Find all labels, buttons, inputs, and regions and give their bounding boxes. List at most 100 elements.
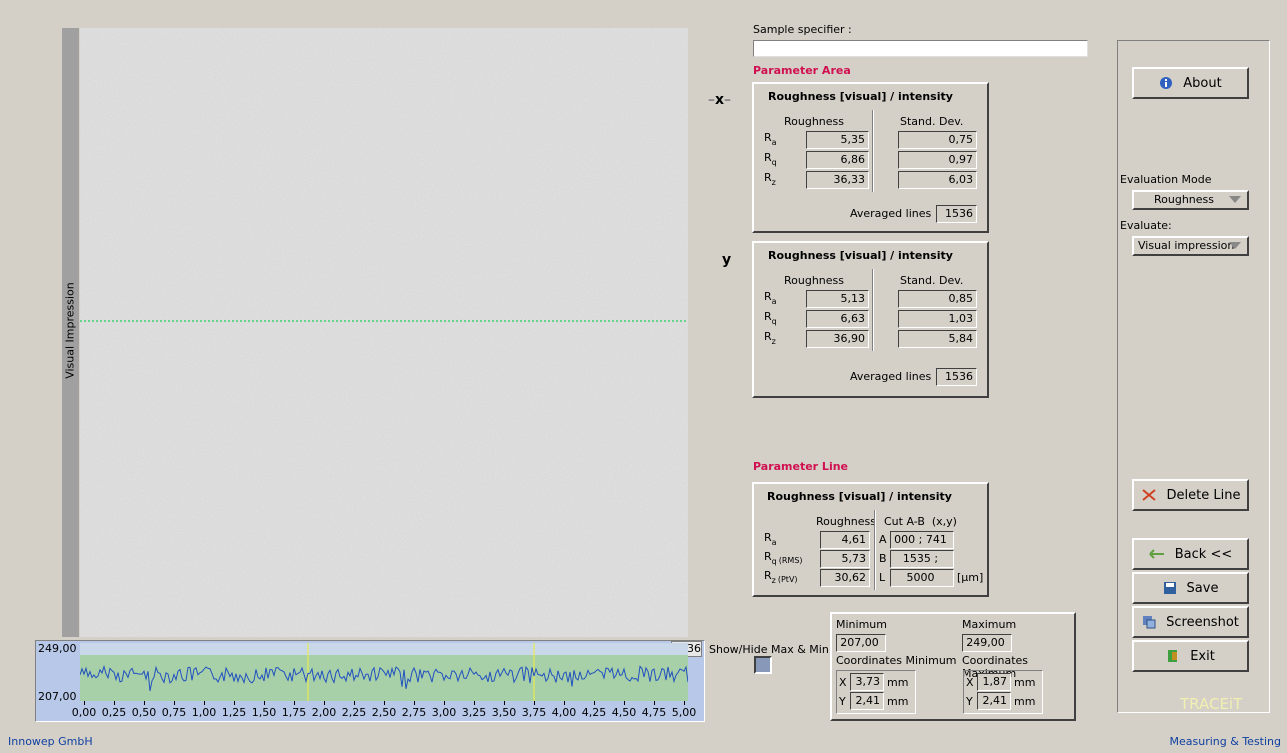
roughness-value: 5,73 — [820, 550, 870, 568]
x-tick-label: 0,00 — [69, 706, 99, 719]
x-tick — [264, 701, 265, 705]
sample-label: Sample specifier : — [753, 23, 852, 36]
col-roughness: Roughness — [784, 115, 844, 128]
delete-line-button[interactable]: Delete Line — [1132, 479, 1249, 511]
divider — [874, 510, 876, 590]
y-axis-label: y — [722, 252, 731, 268]
screenshot-button[interactable]: Screenshot — [1132, 606, 1249, 638]
std-value: 0,85 — [898, 290, 977, 308]
divider — [872, 269, 874, 351]
x-tick-label: 3,50 — [489, 706, 519, 719]
symbol-letter: R — [764, 171, 772, 184]
coord-min-label: Coordinates Minimum — [836, 654, 957, 667]
x-tick-label: 2,50 — [369, 706, 399, 719]
min-label: Minimum — [836, 618, 887, 631]
cut-unit: [µm] — [957, 571, 983, 584]
app-window: Visual Impression 249,00 207,00 1536 0,0… — [0, 0, 1287, 753]
symbol: Ra — [764, 531, 777, 544]
x-tick-label: 2,75 — [399, 706, 429, 719]
cut-letter: L — [879, 571, 885, 584]
x-tick — [624, 701, 625, 705]
x-tick-label: 1,25 — [219, 706, 249, 719]
symbol-sub: a — [772, 297, 777, 306]
image-grain — [80, 28, 688, 637]
x-tick-label: 4,00 — [549, 706, 579, 719]
eval-mode-dropdown[interactable]: Roughness — [1132, 190, 1249, 210]
col-cut: Cut A-B (x,y) — [884, 515, 957, 528]
x-tick-label: 1,75 — [279, 706, 309, 719]
x-tick-label: 0,25 — [99, 706, 129, 719]
roughness-value: 36,33 — [806, 171, 869, 189]
roughness-value: 6,63 — [806, 310, 869, 328]
screenshot-text: Screenshot — [1166, 615, 1239, 630]
x-tick — [84, 701, 85, 705]
exit-text: Exit — [1190, 649, 1215, 664]
profile-plot — [80, 643, 688, 701]
sample-input[interactable] — [753, 40, 1088, 57]
symbol-sub: a — [772, 138, 777, 147]
averaged-label: Averaged lines — [850, 207, 931, 220]
symbol: Rz(PtV) — [764, 569, 798, 582]
coord-value: 1,87 — [977, 673, 1011, 691]
symbol: Rz — [764, 171, 776, 184]
symbol-letter: R — [764, 290, 772, 303]
footer-right: Measuring & Testing — [1170, 735, 1281, 748]
x-tick-label: 3,25 — [459, 706, 489, 719]
x-tick-label: 2,00 — [309, 706, 339, 719]
x-tick-label: 1,50 — [249, 706, 279, 719]
coord-group: X1,87mmY2,41mm — [963, 670, 1043, 714]
symbol-letter: R — [764, 330, 772, 343]
symbol: Rq — [764, 151, 777, 164]
back-button[interactable]: Back << — [1132, 538, 1249, 570]
symbol-letter: R — [764, 531, 772, 544]
save-icon — [1163, 581, 1177, 595]
x-tick — [384, 701, 385, 705]
x-axis-label: –x– — [708, 92, 731, 108]
axis-letter: Y — [966, 695, 973, 708]
roughness-value: 6,86 — [806, 151, 869, 169]
symbol-qualifier: (RMS) — [779, 556, 803, 565]
averaged-label: Averaged lines — [850, 370, 931, 383]
std-value: 0,75 — [898, 131, 977, 149]
std-value: 6,03 — [898, 171, 977, 189]
save-button[interactable]: Save — [1132, 572, 1249, 604]
evaluate-dropdown[interactable]: Visual impression — [1132, 236, 1249, 256]
x-tick — [504, 701, 505, 705]
symbol-sub: q — [772, 557, 777, 566]
x-tick — [144, 701, 145, 705]
symbol-sub: a — [772, 538, 777, 547]
axis-letter: X — [966, 676, 974, 689]
back-icon — [1149, 549, 1165, 559]
roughness-value: 30,62 — [820, 569, 870, 587]
roughness-value: 4,61 — [820, 531, 870, 549]
symbol: Ra — [764, 131, 777, 144]
x-tick-label: 2,25 — [339, 706, 369, 719]
x-tick — [684, 701, 685, 705]
axis-letter: X — [839, 676, 847, 689]
unit: mm — [887, 695, 908, 708]
eval-mode-label: Evaluation Mode — [1120, 173, 1212, 186]
toggle-checkbox[interactable] — [754, 656, 772, 674]
about-button[interactable]: About — [1132, 67, 1249, 99]
exit-button[interactable]: Exit — [1132, 640, 1249, 672]
min-value: 207,00 — [836, 634, 886, 652]
save-text: Save — [1187, 581, 1219, 596]
std-value: 0,97 — [898, 151, 977, 169]
x-tick — [474, 701, 475, 705]
averaged-value: 1536 — [936, 205, 977, 223]
footer-left: Innowep GmbH — [8, 735, 93, 748]
symbol-letter: R — [764, 151, 772, 164]
panel-heading: Roughness [visual] / intensity — [768, 249, 953, 262]
symbol-letter: R — [764, 310, 772, 323]
x-text: x — [715, 92, 724, 108]
line-panel: Roughness [visual] / intensityRoughnessC… — [752, 482, 989, 597]
back-text: Back << — [1175, 547, 1232, 562]
x-tick — [564, 701, 565, 705]
sample-image — [80, 28, 688, 637]
side-bar: Visual Impression — [62, 28, 79, 637]
std-value: 5,84 — [898, 330, 977, 348]
x-tick — [534, 701, 535, 705]
divider — [872, 110, 874, 192]
